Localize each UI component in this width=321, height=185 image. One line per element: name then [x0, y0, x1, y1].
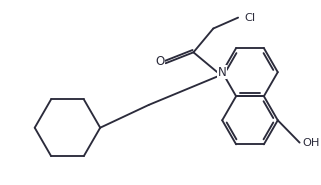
Text: O: O [155, 55, 164, 68]
Text: OH: OH [303, 138, 320, 148]
Text: N: N [218, 66, 227, 79]
Text: Cl: Cl [244, 13, 256, 23]
